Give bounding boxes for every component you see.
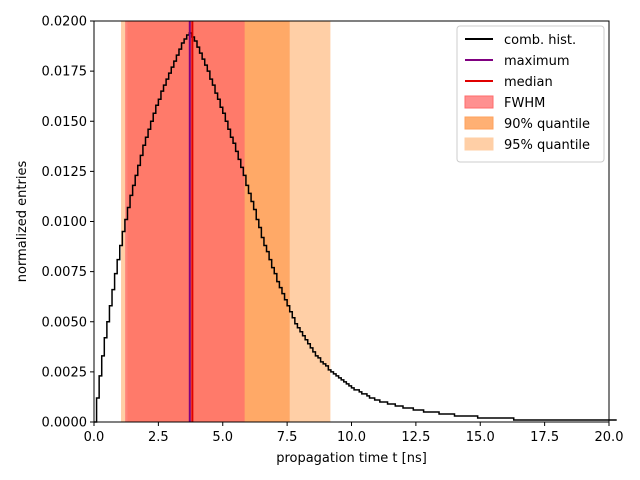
legend-swatch-q95 bbox=[464, 137, 494, 151]
x-tick-label: 17.5 bbox=[530, 430, 559, 445]
legend-label-median: median bbox=[504, 75, 553, 90]
y-tick-label: 0.0075 bbox=[42, 265, 88, 280]
combined-histogram bbox=[94, 32, 617, 423]
legend-swatch-fwhm bbox=[464, 95, 494, 109]
x-tick-label: 2.5 bbox=[148, 430, 169, 445]
x-axis-ticks: 0.0 2.5 5.0 7.5 10.0 12.5 15.0 17.5 20.0 bbox=[84, 422, 624, 445]
legend-label-fwhm: FWHM bbox=[504, 96, 545, 111]
legend-label-hist: comb. hist. bbox=[504, 33, 576, 48]
x-tick-label: 5.0 bbox=[212, 430, 233, 445]
histogram-step-line bbox=[94, 32, 617, 423]
y-tick-label: 0.0150 bbox=[42, 115, 88, 130]
x-axis-label: propagation time t [ns] bbox=[276, 451, 427, 466]
x-tick-label: 0.0 bbox=[84, 430, 105, 445]
y-tick-label: 0.0100 bbox=[42, 215, 88, 230]
y-tick-label: 0.0125 bbox=[42, 165, 88, 180]
y-tick-label: 0.0000 bbox=[42, 416, 88, 431]
legend-box bbox=[456, 25, 605, 163]
x-tick-label: 12.5 bbox=[401, 430, 430, 445]
y-axis-label: normalized entries bbox=[15, 161, 30, 283]
y-tick-label: 0.0200 bbox=[42, 15, 88, 30]
y-tick-label: 0.0025 bbox=[42, 365, 88, 380]
legend-label-q95: 95% quantile bbox=[504, 138, 590, 153]
legend: comb. hist. maximum median FWHM 90% quantile… bbox=[456, 25, 605, 163]
y-tick-label: 0.0050 bbox=[42, 315, 88, 330]
legend-swatch-q90 bbox=[464, 116, 494, 130]
y-axis-ticks: 0.0000 0.0025 0.0050 0.0075 0.0100 0.0125 0.01… bbox=[42, 15, 94, 431]
legend-label-q90: 90% quantile bbox=[504, 117, 590, 132]
quantile-bands bbox=[121, 21, 331, 422]
y-tick-label: 0.0175 bbox=[42, 65, 88, 80]
legend-label-maximum: maximum bbox=[504, 54, 570, 69]
marker-lines bbox=[188, 21, 194, 422]
x-tick-label: 15.0 bbox=[466, 430, 495, 445]
x-tick-label: 7.5 bbox=[277, 430, 298, 445]
band-fwhm bbox=[125, 21, 245, 422]
x-tick-label: 10.0 bbox=[337, 430, 366, 445]
x-tick-label: 20.0 bbox=[595, 430, 624, 445]
